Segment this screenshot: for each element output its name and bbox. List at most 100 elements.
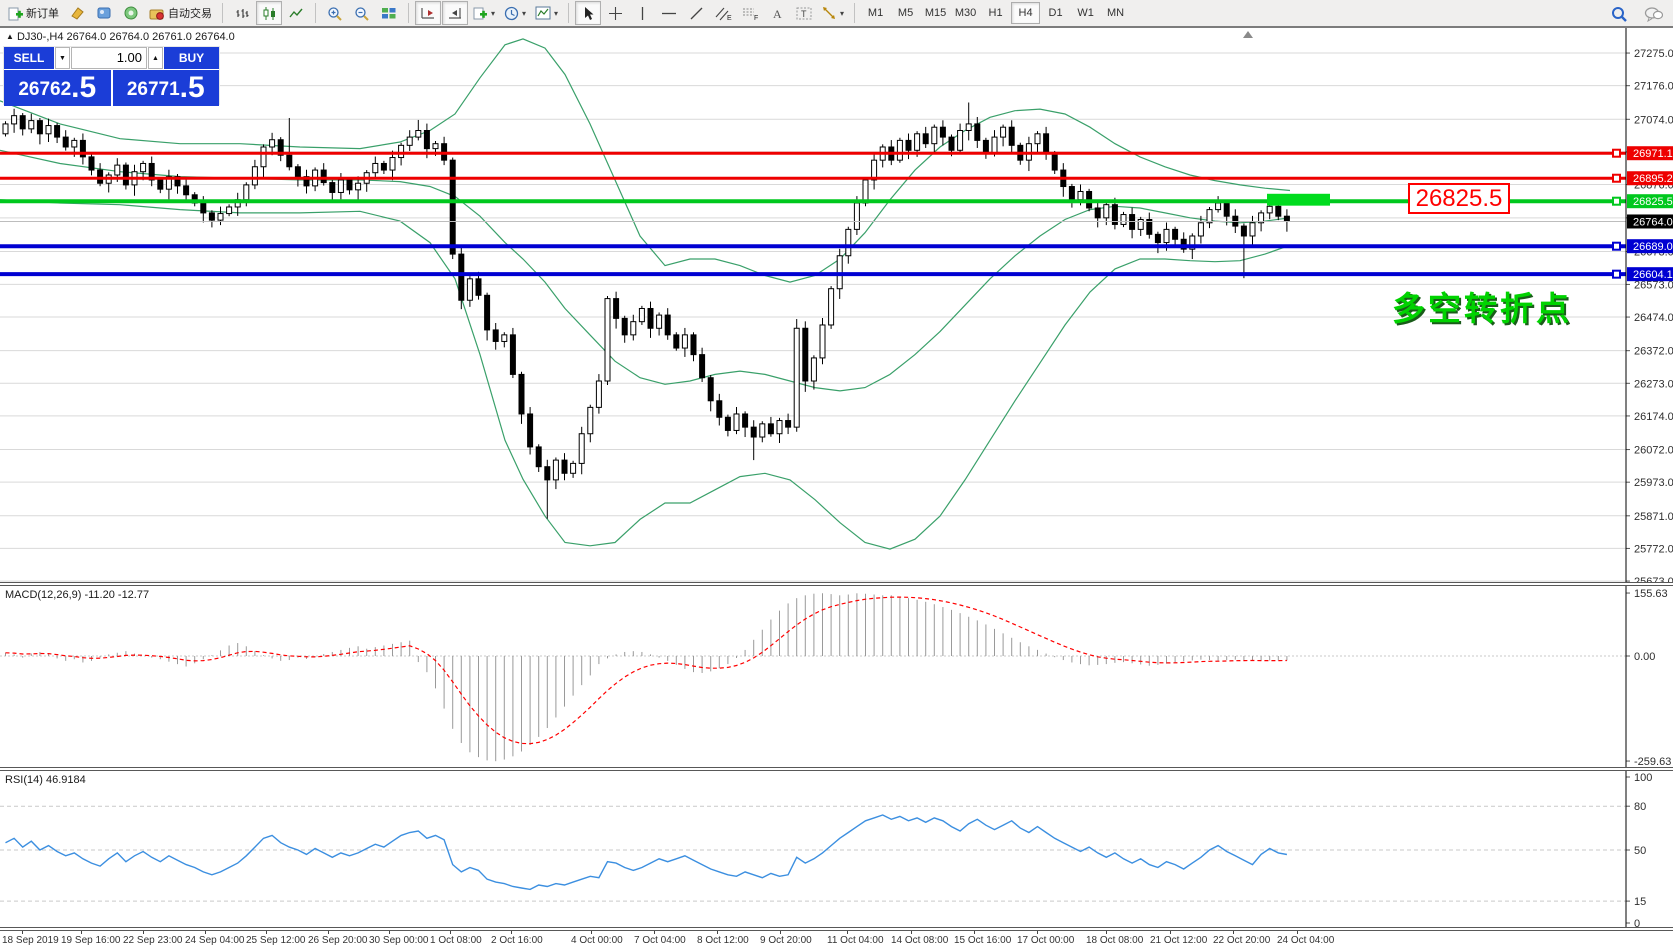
- candle: [595, 380, 602, 408]
- main-chart[interactable]: 27275.027176.027074.026975.026876.026775…: [0, 28, 1673, 582]
- candle: [2, 123, 9, 135]
- svg-text:A: A: [773, 7, 782, 21]
- template-icon: [535, 6, 551, 20]
- equidistant-channel-button[interactable]: E: [710, 1, 736, 25]
- svg-text:26474.0: 26474.0: [1634, 312, 1673, 324]
- shapes-button[interactable]: ▾: [818, 1, 848, 25]
- time-label: 19 Sep 16:00: [61, 935, 121, 946]
- auto-trading-label: 自动交易: [168, 8, 212, 20]
- tab-timeframe-d1[interactable]: D1: [1048, 7, 1063, 19]
- search-button[interactable]: [1606, 2, 1632, 26]
- vertical-line-button[interactable]: [629, 1, 655, 25]
- candle: [183, 185, 190, 196]
- candlestick-button[interactable]: [256, 1, 282, 25]
- time-axis[interactable]: 18 Sep 2019 19 Sep 16:00 22 Sep 23:00 24 Se…: [0, 931, 1673, 948]
- candle: [11, 115, 18, 125]
- time-tick: [143, 931, 144, 934]
- panel-separator[interactable]: [0, 767, 1673, 771]
- tab-timeframe-h1[interactable]: H1: [988, 7, 1003, 19]
- svg-text:26273.0: 26273.0: [1634, 378, 1673, 390]
- time-label: 4 Oct 00:00: [571, 935, 623, 946]
- dropdown-caret-icon: ▾: [840, 8, 845, 18]
- time-tick: [511, 931, 512, 934]
- candle: [320, 169, 327, 184]
- text-label-button[interactable]: T: [791, 1, 817, 25]
- chat-button[interactable]: [1640, 2, 1667, 26]
- tab-timeframe-m5[interactable]: M5: [897, 7, 914, 19]
- period-button[interactable]: ▾: [500, 1, 530, 25]
- zoom-out-button[interactable]: [349, 1, 375, 25]
- zoom-in-button[interactable]: [322, 1, 348, 25]
- add-indicator-button[interactable]: ▾: [469, 1, 499, 25]
- svg-text:25973.0: 25973.0: [1634, 477, 1673, 489]
- candle: [1000, 126, 1007, 138]
- auto-scroll-button[interactable]: [415, 1, 441, 25]
- candle: [1120, 214, 1127, 225]
- time-tick: [717, 931, 718, 934]
- rsi-label: RSI(14) 46.9184: [5, 774, 86, 786]
- cursor-button[interactable]: [575, 1, 602, 25]
- time-label: 26 Sep 20:00: [308, 935, 368, 946]
- sell-button[interactable]: SELL: [4, 47, 54, 69]
- tab-timeframe-m30[interactable]: M30: [954, 7, 977, 19]
- time-tick: [266, 931, 267, 934]
- text-icon: A: [773, 7, 782, 21]
- turning-point-note[interactable]: 多空转折点: [1392, 290, 1572, 327]
- candle: [208, 212, 215, 221]
- new-order-button[interactable]: 新订单: [4, 1, 63, 25]
- symbol-info: ▲ DJ30-,H4 26764.0 26764.0 26761.0 26764…: [6, 31, 235, 43]
- candle: [853, 202, 860, 230]
- candle: [793, 327, 800, 428]
- tab-timeframe-m15[interactable]: M15: [924, 7, 947, 19]
- tab-timeframe-w1[interactable]: W1: [1077, 7, 1094, 19]
- tab-timeframe-h4[interactable]: H4: [1011, 2, 1041, 24]
- price-callout-label[interactable]: 26825.5: [1408, 183, 1510, 214]
- navigator-button[interactable]: [118, 1, 144, 25]
- template-button[interactable]: ▾: [531, 1, 562, 25]
- horizontal-line-button[interactable]: [656, 1, 682, 25]
- chart-shift-button[interactable]: [442, 1, 468, 25]
- volume-input[interactable]: 1.00: [71, 47, 147, 69]
- candle: [28, 120, 35, 130]
- auto-trading-button[interactable]: 自动交易: [145, 1, 216, 25]
- market-watch-button[interactable]: [91, 1, 117, 25]
- crosshair-button[interactable]: [602, 1, 628, 25]
- panel-separator[interactable]: [0, 582, 1673, 586]
- candle: [587, 406, 594, 435]
- trendline-button[interactable]: [683, 1, 709, 25]
- buy-button[interactable]: BUY: [164, 47, 219, 69]
- volume-up-button[interactable]: ▲: [148, 47, 163, 69]
- symbol-collapse-icon[interactable]: ▲: [6, 32, 14, 41]
- time-tick: [205, 931, 206, 934]
- time-tick: [654, 931, 655, 934]
- tile-windows-button[interactable]: [376, 1, 402, 25]
- fibonacci-button[interactable]: F: [737, 1, 763, 25]
- rsi-panel[interactable]: 100 80 50 15 0: [0, 771, 1673, 927]
- candle: [1111, 204, 1118, 225]
- sell-price[interactable]: 26762.5: [4, 70, 111, 106]
- highlight-zone: [1267, 193, 1330, 206]
- tab-timeframe-m1[interactable]: M1: [867, 7, 884, 19]
- editor-button[interactable]: [64, 1, 90, 25]
- bar-chart-button[interactable]: [229, 1, 255, 25]
- buy-price[interactable]: 26771.5: [113, 70, 220, 106]
- chart-shift-marker-icon[interactable]: [1243, 31, 1253, 38]
- dropdown-caret-icon: ▾: [554, 8, 559, 18]
- time-label: 1 Oct 08:00: [430, 935, 482, 946]
- line-chart-button[interactable]: [283, 1, 309, 25]
- tab-timeframe-mn[interactable]: MN: [1107, 7, 1125, 19]
- text-button[interactable]: A: [764, 1, 790, 25]
- toolbar-separator: [222, 3, 223, 23]
- candle: [346, 179, 353, 191]
- candle: [673, 334, 680, 349]
- macd-signal-line: [5, 596, 1287, 745]
- candle: [1094, 207, 1101, 219]
- add-indicator-icon: [473, 7, 487, 20]
- candle: [1154, 233, 1161, 244]
- time-tick: [1297, 931, 1298, 934]
- volume-down-button[interactable]: ▼: [55, 47, 70, 69]
- time-tick: [974, 931, 975, 934]
- svg-text:155.63: 155.63: [1634, 588, 1668, 600]
- macd-panel[interactable]: 155.63 0.00 -259.63: [0, 586, 1673, 767]
- candle: [527, 413, 534, 448]
